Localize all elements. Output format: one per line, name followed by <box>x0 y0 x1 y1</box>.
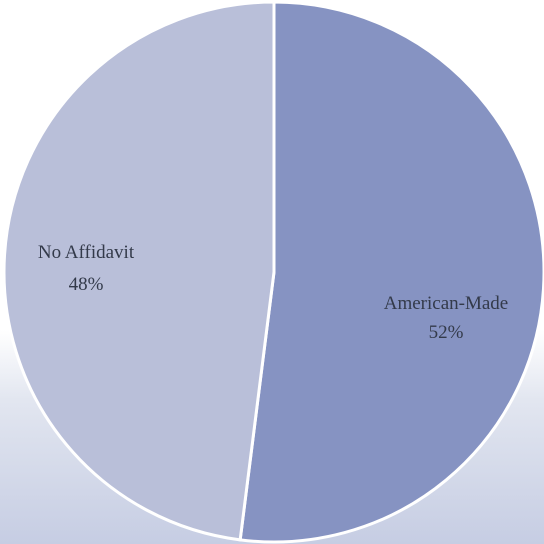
slice-value-american-made: 52% <box>429 322 464 343</box>
slice-value-no-affidavit: 48% <box>69 274 104 295</box>
pie-slice-no-affidavit <box>2 0 276 542</box>
slice-label-american-made: American-Made <box>384 293 509 314</box>
pie-slice-american-made <box>238 0 544 544</box>
slice-label-no-affidavit: No Affidavit <box>38 242 135 263</box>
pie-labels: American-Made 52% No Affidavit 48% <box>38 242 508 343</box>
